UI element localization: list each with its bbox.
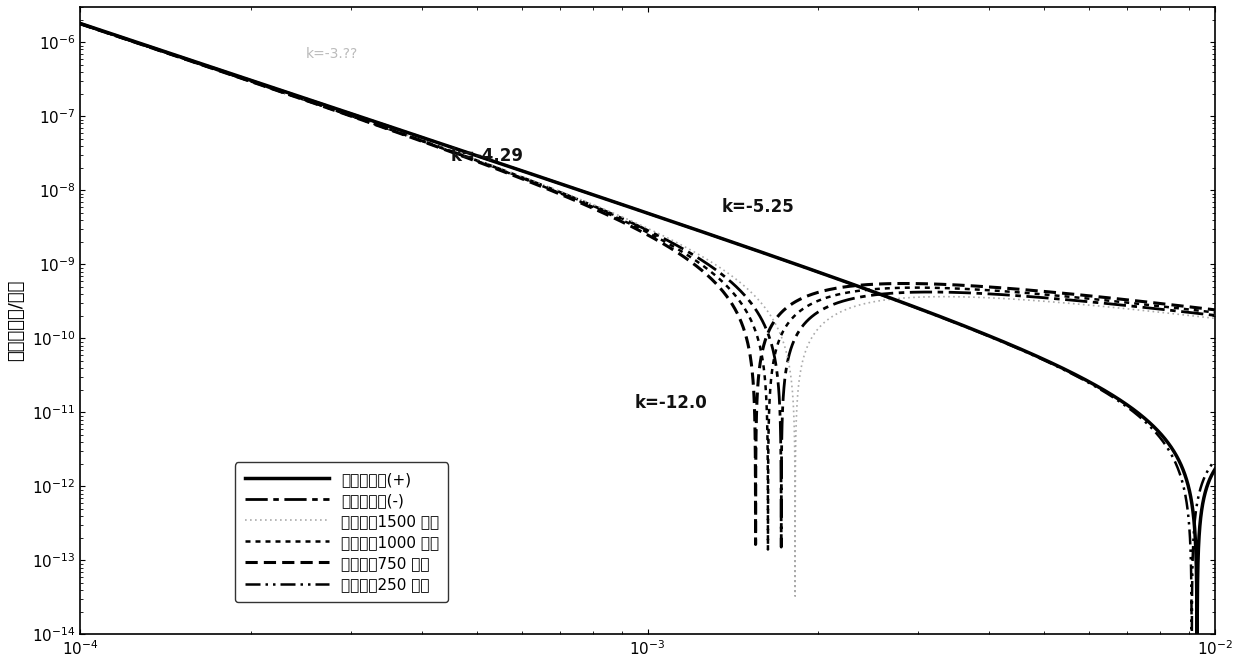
采样时间250 微秒 — [885, 295, 900, 303]
采样时间1000 微秒 — [73, 20, 88, 28]
Line: 待拟合曲线(-): 待拟合曲线(-) — [81, 24, 1215, 547]
采样时间1000 微秒 — [1208, 309, 1223, 317]
待拟合曲线(-) — [356, 116, 371, 124]
待拟合曲线(-) — [759, 326, 774, 334]
待拟合曲线(-) — [774, 543, 789, 551]
采样时间1500 微秒 — [787, 592, 802, 600]
Text: k=-12.0: k=-12.0 — [635, 394, 708, 412]
采样时间750 微秒 — [356, 116, 371, 124]
Y-axis label: 感应电动势/伏特: 感应电动势/伏特 — [7, 280, 25, 361]
采样时间750 微秒 — [610, 215, 625, 223]
待拟合曲线(-) — [801, 315, 816, 323]
采样时间1500 微秒 — [356, 116, 371, 124]
待拟合曲线(+) — [801, 265, 816, 273]
采样时间250 微秒 — [356, 114, 371, 122]
采样时间1500 微秒 — [801, 340, 816, 348]
待拟合曲线(+) — [73, 19, 88, 27]
采样时间1000 微秒 — [1135, 300, 1149, 308]
Line: 待拟合曲线(+): 待拟合曲线(+) — [81, 23, 1215, 665]
采样时间1500 微秒 — [1135, 307, 1149, 315]
采样时间1000 微秒 — [356, 116, 371, 124]
采样时间1000 微秒 — [760, 545, 775, 553]
待拟合曲线(-) — [1208, 311, 1223, 319]
待拟合曲线(-) — [1135, 303, 1149, 311]
Line: 采样时间1500 微秒: 采样时间1500 微秒 — [81, 24, 1215, 596]
采样时间750 微秒 — [1135, 297, 1149, 305]
Text: k=-5.25: k=-5.25 — [722, 198, 795, 216]
Line: 采样时间750 微秒: 采样时间750 微秒 — [81, 24, 1215, 545]
采样时间750 微秒 — [759, 332, 774, 340]
Line: 采样时间250 微秒: 采样时间250 微秒 — [81, 23, 1215, 665]
待拟合曲线(+) — [759, 250, 774, 258]
采样时间1500 微秒 — [885, 295, 900, 303]
采样时间750 微秒 — [885, 279, 900, 287]
待拟合曲线(+) — [1208, 465, 1223, 473]
待拟合曲线(+) — [1135, 412, 1149, 420]
待拟合曲线(-) — [73, 20, 88, 28]
采样时间250 微秒 — [759, 250, 774, 258]
采样时间1000 微秒 — [801, 301, 816, 309]
待拟合曲线(-) — [610, 212, 625, 220]
待拟合曲线(+) — [885, 295, 900, 303]
Line: 采样时间1000 微秒: 采样时间1000 微秒 — [81, 24, 1215, 549]
Legend: 待拟合曲线(+), 待拟合曲线(-), 采样时间1500 微秒, 采样时间1000 微秒, 采样时间750 微秒, 采样时间250 微秒: 待拟合曲线(+), 待拟合曲线(-), 采样时间1500 微秒, 采样时间100… — [236, 462, 448, 602]
采样时间250 微秒 — [1208, 456, 1223, 464]
采样时间1500 微秒 — [610, 211, 625, 219]
采样时间1500 微秒 — [73, 20, 88, 28]
采样时间750 微秒 — [73, 20, 88, 28]
采样时间250 微秒 — [1135, 414, 1149, 422]
采样时间750 微秒 — [748, 541, 763, 549]
采样时间1000 微秒 — [885, 284, 900, 292]
采样时间1500 微秒 — [1208, 315, 1223, 323]
采样时间1000 微秒 — [759, 398, 774, 406]
采样时间250 微秒 — [610, 199, 625, 207]
采样时间750 微秒 — [801, 291, 816, 299]
待拟合曲线(-) — [885, 289, 900, 297]
待拟合曲线(+) — [356, 114, 371, 122]
采样时间1500 微秒 — [759, 306, 774, 314]
Text: k=-4.29: k=-4.29 — [451, 147, 523, 165]
采样时间250 微秒 — [73, 19, 88, 27]
Text: k=-3.??: k=-3.?? — [306, 47, 358, 61]
待拟合曲线(+) — [610, 199, 625, 207]
采样时间1000 微秒 — [610, 213, 625, 221]
采样时间750 微秒 — [1208, 306, 1223, 314]
采样时间250 微秒 — [801, 265, 816, 273]
